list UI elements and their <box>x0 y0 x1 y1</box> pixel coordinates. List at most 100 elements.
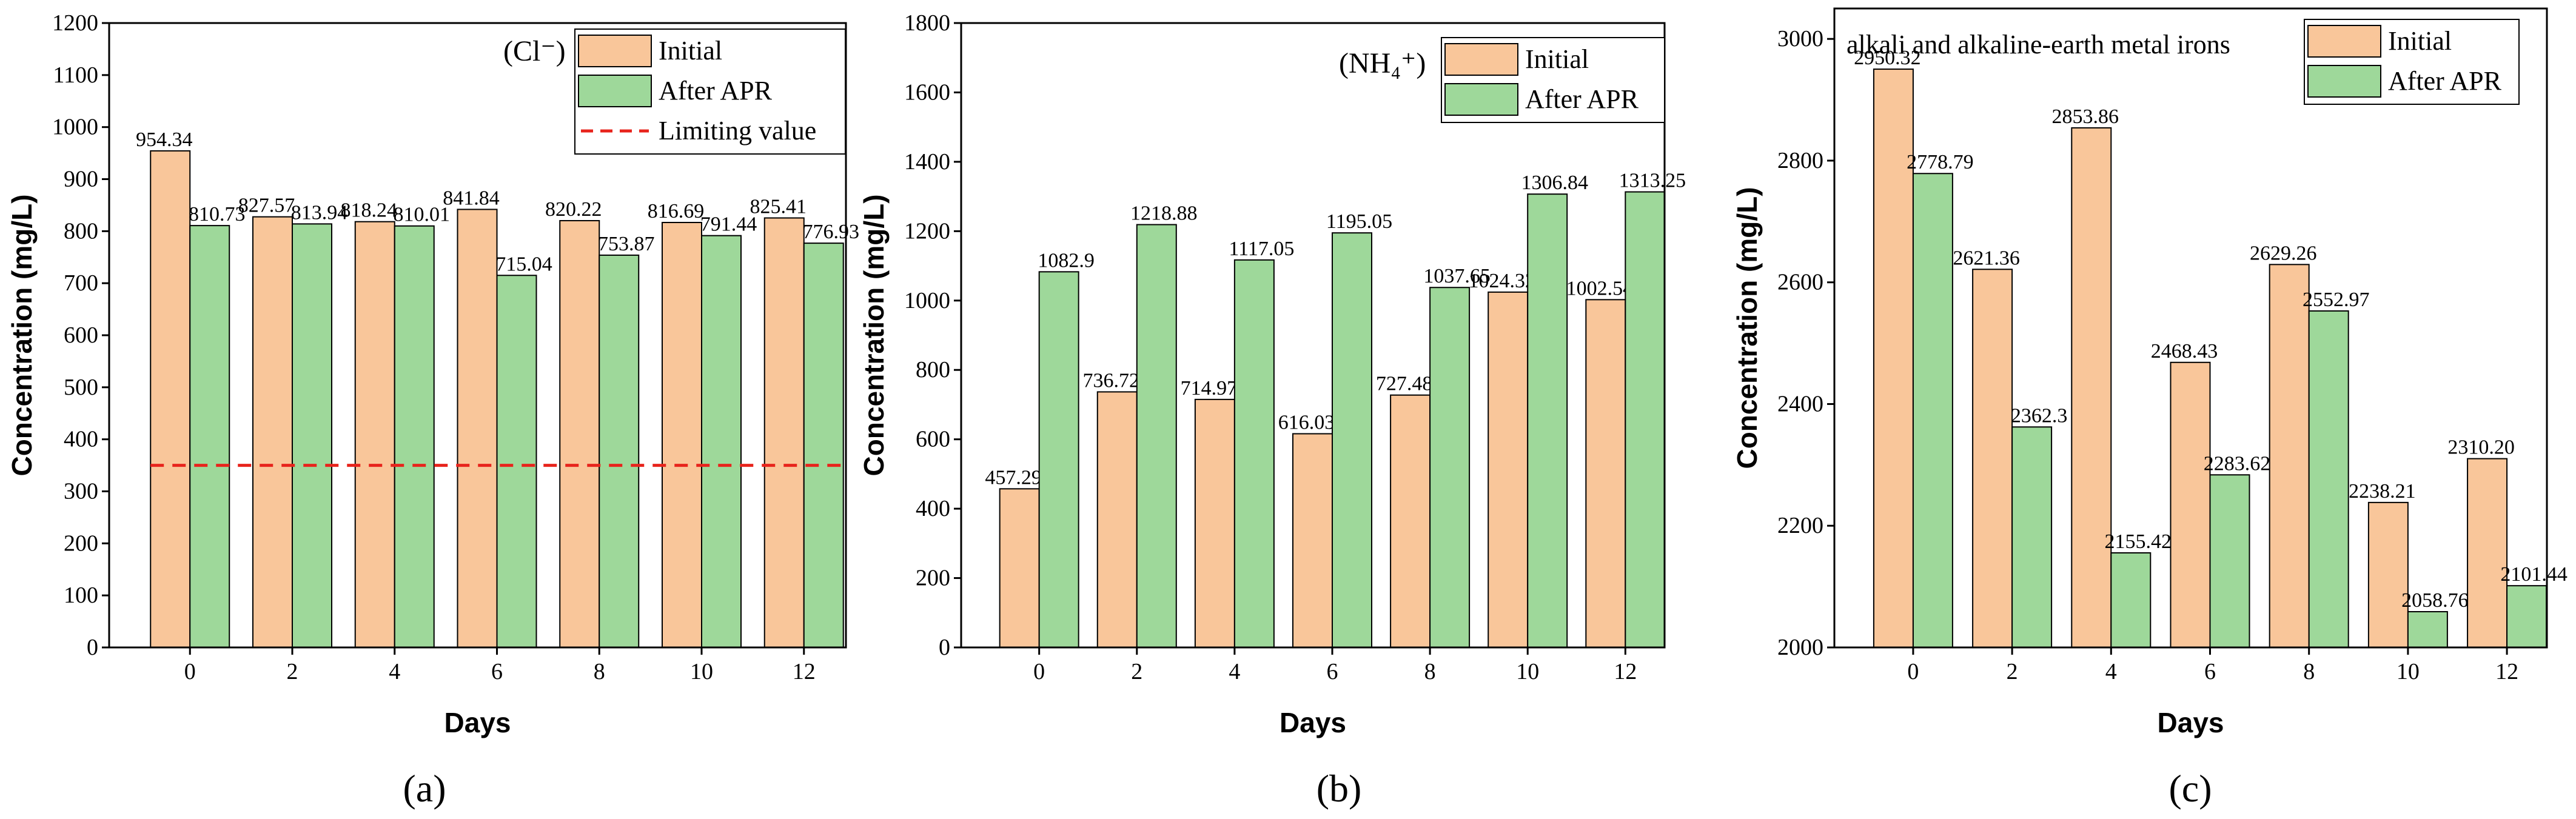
bar-initial-day-6 <box>457 209 498 648</box>
data-label-after-apr-day-0: 2778.79 <box>1907 151 1974 173</box>
y-tick-label: 2200 <box>1777 513 1823 538</box>
y-tick-label: 800 <box>64 218 98 244</box>
y-axis-title: Concentration (mg/L) <box>1731 187 1763 469</box>
x-tick-label: 6 <box>491 659 503 684</box>
data-label-after-apr-day-8: 753.87 <box>598 233 655 255</box>
y-tick-label: 600 <box>64 323 98 348</box>
legend-label: Initial <box>1525 44 1589 74</box>
y-tick-label: 100 <box>64 583 98 608</box>
bar-initial-day-4 <box>2071 127 2112 648</box>
bar-initial-day-0 <box>1873 69 1914 648</box>
data-label-after-apr-day-4: 810.01 <box>394 204 451 226</box>
x-tick-label: 6 <box>2204 659 2216 684</box>
y-tick-label: 2800 <box>1777 148 1823 173</box>
x-tick-label: 4 <box>2105 659 2117 684</box>
y-tick-label: 900 <box>64 167 98 192</box>
bar-initial-day-10 <box>662 222 702 648</box>
bar-after-apr-day-12 <box>803 242 844 648</box>
y-tick-label: 200 <box>916 566 950 591</box>
x-tick-label: 2 <box>2007 659 2018 684</box>
data-label-after-apr-day-6: 715.04 <box>495 253 552 275</box>
bar-initial-day-4 <box>1194 398 1235 649</box>
legend-label: Limiting value <box>659 116 816 145</box>
bar-after-apr-day-6 <box>1332 232 1372 648</box>
y-tick-label: 1200 <box>904 218 950 244</box>
bar-after-apr-day-8 <box>2308 310 2349 648</box>
x-tick-label: 12 <box>2495 659 2518 684</box>
legend-swatch-after-apr <box>2307 65 2381 98</box>
data-label-initial-day-4: 818.24 <box>341 199 398 222</box>
chart-annotation: alkali and alkaline-earth metal irons <box>1846 30 2230 59</box>
data-label-initial-day-6: 841.84 <box>443 187 500 209</box>
bar-initial-day-12 <box>1585 299 1626 648</box>
y-axis-title: Concentration (mg/L) <box>6 194 38 476</box>
bar-after-apr-day-0 <box>189 225 230 648</box>
data-label-after-apr-day-8: 1037.65 <box>1423 265 1491 287</box>
panel-label: (b) <box>1317 767 1362 810</box>
bar-initial-day-6 <box>1292 433 1333 648</box>
legend-swatch-initial <box>578 35 652 67</box>
data-label-after-apr-day-10: 2058.76 <box>2401 589 2469 612</box>
data-label-after-apr-day-4: 2155.42 <box>2105 530 2172 553</box>
bar-initial-day-2 <box>1972 269 2013 649</box>
data-label-initial-day-12: 825.41 <box>750 196 807 218</box>
data-label-after-apr-day-10: 1306.84 <box>1521 172 1588 194</box>
y-tick-label: 400 <box>916 496 950 521</box>
bar-initial-day-10 <box>2367 501 2409 648</box>
plot-frame <box>960 22 1666 649</box>
data-label-initial-day-10: 1024.32 <box>1468 270 1535 292</box>
bar-after-apr-day-6 <box>2209 474 2250 649</box>
y-tick-label: 0 <box>87 635 98 660</box>
data-label-initial-day-0: 954.34 <box>136 129 193 151</box>
data-label-initial-day-6: 616.03 <box>1278 411 1335 433</box>
x-axis-title: Days <box>1280 707 1346 738</box>
x-tick-label: 10 <box>1516 659 1539 684</box>
data-label-initial-day-2: 2621.36 <box>1953 247 2020 269</box>
legend-label: Initial <box>659 36 722 65</box>
y-tick-label: 200 <box>64 530 98 556</box>
bar-after-apr-day-8 <box>1429 287 1471 649</box>
data-label-initial-day-10: 2238.21 <box>2349 480 2416 503</box>
y-tick-label: 2600 <box>1777 270 1823 295</box>
data-label-initial-day-12: 2310.20 <box>2447 436 2515 459</box>
chart-annotation: (Cl⁻) <box>503 35 566 67</box>
bar-after-apr-day-2 <box>292 223 332 648</box>
data-label-after-apr-day-0: 1082.9 <box>1038 249 1095 272</box>
bar-after-apr-day-2 <box>1136 224 1177 648</box>
x-tick-label: 4 <box>389 659 400 684</box>
x-tick-label: 12 <box>1614 659 1637 684</box>
data-label-after-apr-day-6: 1195.05 <box>1326 210 1392 233</box>
data-label-after-apr-day-4: 1117.05 <box>1229 238 1294 260</box>
data-label-initial-day-6: 2468.43 <box>2151 340 2218 363</box>
bar-after-apr-day-12 <box>1625 191 1666 648</box>
x-tick-label: 2 <box>1131 659 1142 684</box>
data-label-initial-day-10: 816.69 <box>648 200 705 222</box>
data-label-initial-day-2: 827.57 <box>238 195 295 217</box>
y-tick-label: 400 <box>64 427 98 452</box>
x-tick-label: 8 <box>2303 659 2315 684</box>
x-axis-title: Days <box>444 707 511 738</box>
panel-label: (a) <box>403 767 446 810</box>
data-label-after-apr-day-8: 2552.97 <box>2303 289 2370 311</box>
legend-swatch-after-apr <box>578 75 652 107</box>
bar-initial-day-6 <box>2170 361 2211 649</box>
data-label-after-apr-day-12: 776.93 <box>803 221 860 243</box>
y-tick-label: 2000 <box>1777 635 1823 660</box>
legend-label: After APR <box>2388 66 2502 96</box>
data-label-initial-day-2: 736.72 <box>1083 369 1140 392</box>
bar-after-apr-day-8 <box>599 254 640 649</box>
bar-after-apr-day-6 <box>496 275 537 648</box>
bar-after-apr-day-0 <box>1038 271 1079 648</box>
y-tick-label: 1800 <box>904 10 950 36</box>
y-tick-label: 1600 <box>904 79 950 105</box>
data-label-initial-day-8: 727.48 <box>1376 373 1433 395</box>
bar-after-apr-day-4 <box>1233 259 1275 648</box>
bar-initial-day-4 <box>354 221 395 649</box>
bar-after-apr-day-4 <box>394 225 435 649</box>
y-tick-label: 2400 <box>1777 391 1823 416</box>
bar-initial-day-2 <box>252 216 293 649</box>
data-label-after-apr-day-12: 1313.25 <box>1619 170 1686 192</box>
bar-initial-day-0 <box>999 488 1040 648</box>
x-axis-title: Days <box>2158 707 2224 738</box>
